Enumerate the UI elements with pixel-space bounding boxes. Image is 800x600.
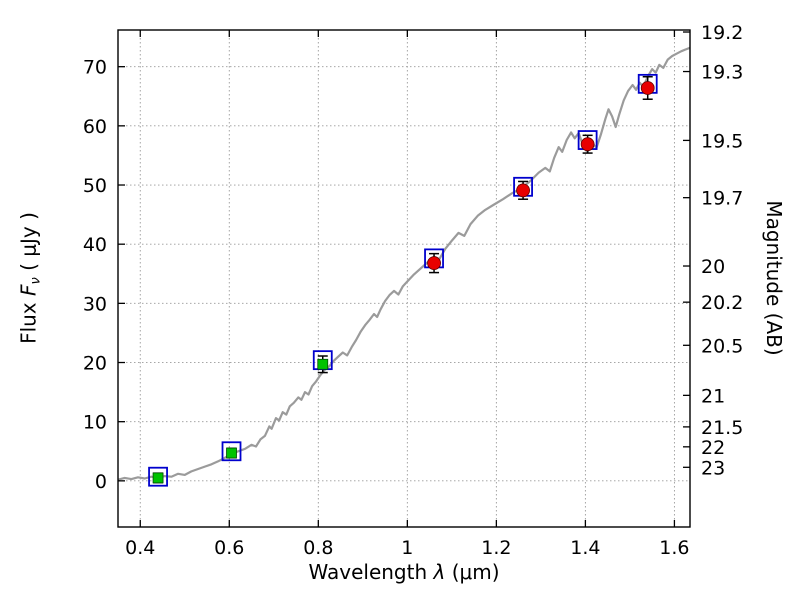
y-axis-label-left: Flux Fν ( μJy )	[17, 212, 44, 344]
y-left-label-text: Flux	[16, 295, 41, 344]
y-tick-label-left: 0	[95, 471, 107, 493]
flux-symbol: F	[16, 284, 41, 296]
y-tick-label-left: 40	[83, 234, 107, 256]
x-tick-label: 1.2	[481, 537, 511, 559]
model-photometry-marker	[148, 466, 168, 487]
observed-red-marker	[580, 137, 595, 152]
y-tick-label-left: 10	[83, 412, 107, 434]
y-tick-label-right: 20	[701, 256, 725, 278]
y-tick-label-right: 20.5	[701, 335, 743, 357]
y-tick-label-right: 21	[701, 385, 725, 407]
x-tick-label: 0.8	[303, 537, 333, 559]
observed-green-marker	[152, 472, 164, 484]
model-photometry-marker	[221, 441, 242, 462]
y-tick-label-right: 19.7	[701, 188, 743, 210]
observed-green-marker	[226, 447, 237, 459]
observed-red-marker	[640, 81, 655, 95]
y-left-label-unit: ( μJy )	[16, 212, 41, 278]
observed-red-marker	[516, 183, 530, 198]
y-tick-label-right: 23	[701, 457, 725, 479]
spectrum-line	[117, 46, 691, 481]
observed-green-marker	[317, 358, 329, 370]
x-tick-label: 0.4	[125, 537, 155, 559]
y-tick-label-left: 30	[83, 293, 107, 315]
y-tick-label-left: 20	[83, 353, 107, 375]
x-axis-label-unit: (μm)	[445, 560, 500, 584]
x-tick-label: 0.6	[214, 537, 244, 559]
x-tick-label: 1	[401, 537, 413, 559]
x-tick-label: 1.4	[570, 537, 600, 559]
y-tick-label-right: 21.5	[701, 417, 743, 439]
x-axis-label: Wavelength λ (μm)	[308, 560, 499, 584]
y-tick-label-left: 50	[83, 175, 107, 197]
y-tick-label-right: 20.2	[701, 292, 743, 314]
y-tick-label-right: 22	[701, 437, 725, 459]
axis-frame	[117, 29, 691, 528]
y-tick-label-right: 19.5	[701, 130, 743, 152]
y-tick-label-right: 19.3	[701, 62, 743, 84]
x-axis-label-text: Wavelength	[308, 560, 434, 584]
y-tick-label-left: 60	[83, 116, 107, 138]
lambda-symbol: λ	[433, 560, 446, 584]
nu-subscript: ν	[28, 277, 44, 285]
y-axis-label-right: Magnitude (AB)	[762, 200, 786, 356]
y-tick-label-right: 19.2	[701, 22, 743, 44]
y-tick-label-left: 70	[83, 57, 107, 79]
x-tick-label: 1.6	[659, 537, 689, 559]
observed-red-marker	[427, 256, 441, 271]
